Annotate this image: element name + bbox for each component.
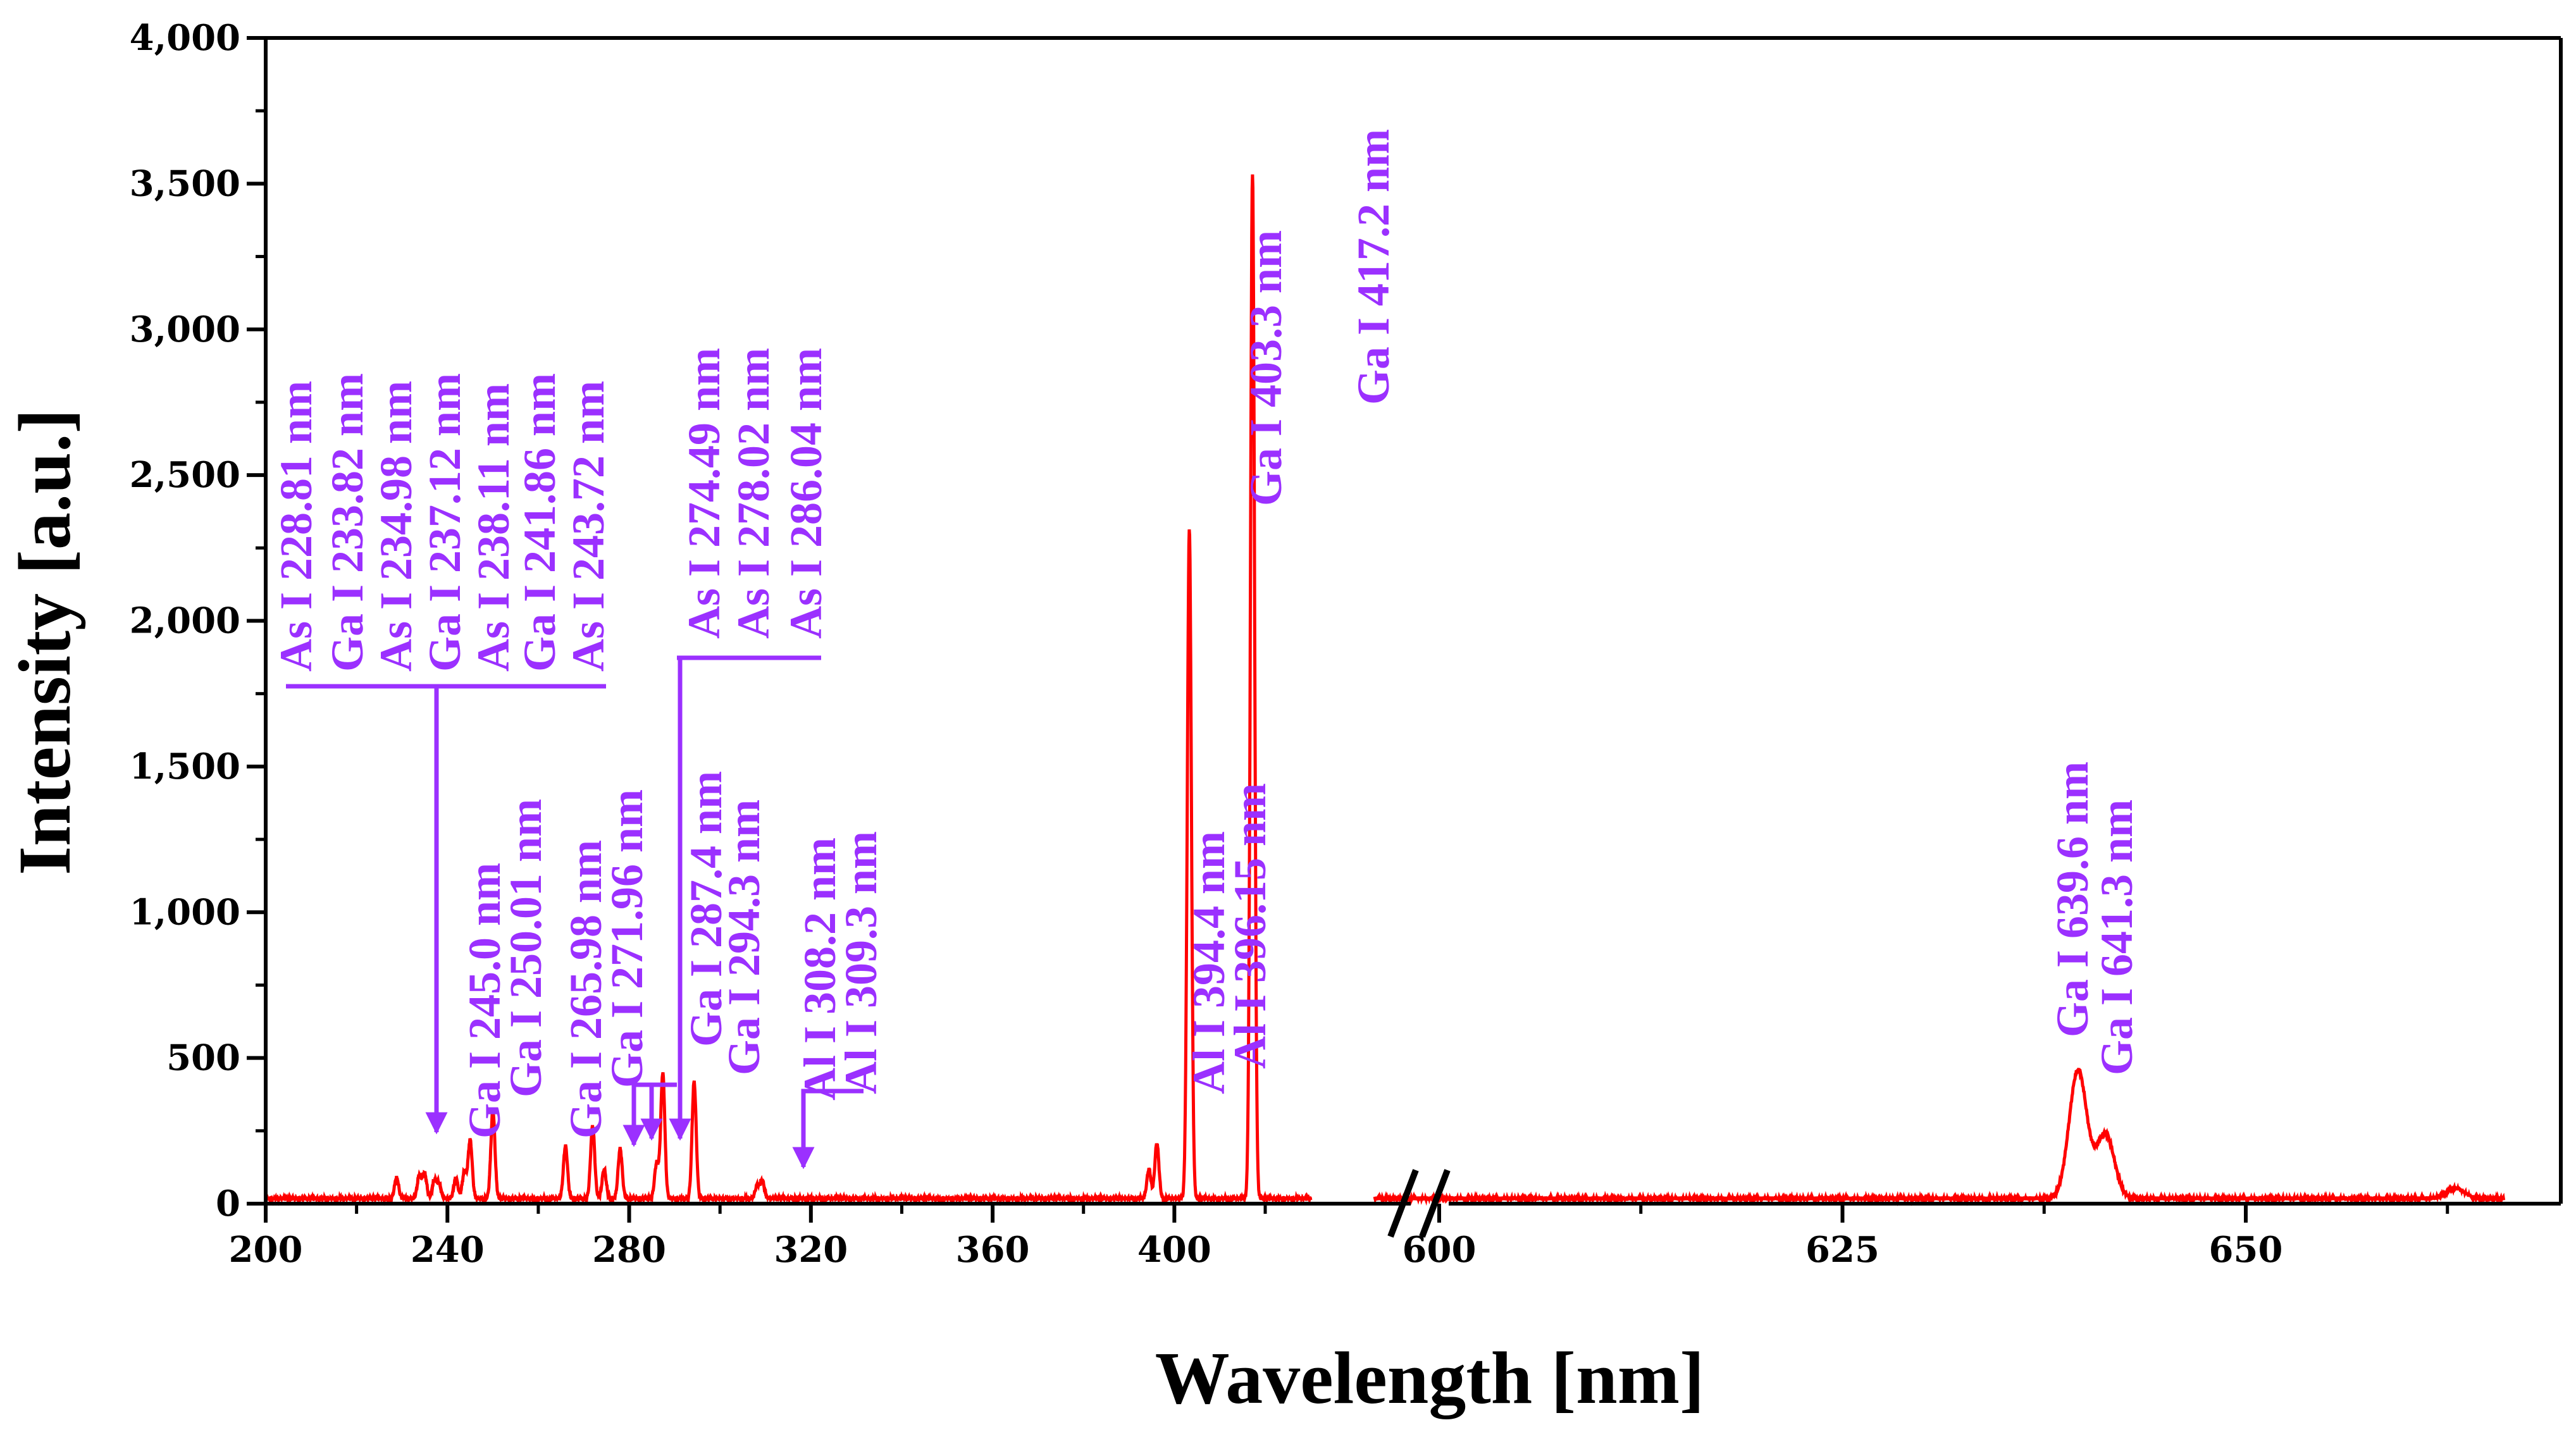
spectrum-line-segment-1 <box>264 174 1313 1207</box>
annotation-label: Ga I 241.86 nm <box>514 373 565 672</box>
x-tick-label: 360 <box>956 1229 1030 1271</box>
y-tick-label: 0 <box>216 1183 240 1225</box>
x-tick-label: 625 <box>1805 1229 1879 1271</box>
x-tick-label: 600 <box>1403 1229 1477 1271</box>
y-tick-label: 1,500 <box>130 746 240 787</box>
y-tick-label: 2,500 <box>130 454 240 496</box>
annotation-label: Ga I 271.96 nm <box>602 789 652 1088</box>
axis-break-mark <box>1387 1169 1419 1238</box>
annotation-label: Ga I 237.12 nm <box>419 373 470 672</box>
y-axis-title: Intensity [a.u.] <box>3 409 86 875</box>
annotation-label: As I 274.49 nm <box>679 348 729 639</box>
y-tick-label: 500 <box>166 1037 240 1079</box>
annotation-label: Ga I 287.4 nm <box>681 771 731 1047</box>
annotation-label: Ga I 265.98 nm <box>560 840 611 1139</box>
annotation-label: As I 238.11 nm <box>468 383 519 672</box>
y-tick-label: 4,000 <box>130 17 240 59</box>
y-tick-label: 1,000 <box>130 891 240 933</box>
y-tick-label: 2,000 <box>130 600 240 642</box>
x-tick-label: 650 <box>2209 1229 2283 1271</box>
x-tick-label: 320 <box>774 1229 848 1271</box>
axes: 0 500 1,000 1,500 2,000 2,500 3,000 3,500 4,000 2… <box>130 17 2563 1271</box>
axis-break-mark <box>1419 1169 1451 1238</box>
annotation-label: Ga I 294.3 nm <box>719 799 769 1075</box>
annotation-bracket <box>801 1089 864 1161</box>
x-tick-label: 240 <box>411 1229 485 1271</box>
annotation-label: Ga I 233.82 nm <box>322 373 373 672</box>
traces <box>264 174 2506 1207</box>
annotation-bracket <box>631 1082 677 1139</box>
x-tick-label: 280 <box>592 1229 666 1271</box>
annotation-label: As I 278.02 nm <box>728 348 779 639</box>
y-tick-label: 3,000 <box>130 309 240 350</box>
annotation-label: As I 243.72 nm <box>563 381 614 672</box>
annotation-label: Ga I 245.0 nm <box>459 863 510 1139</box>
annotation-label: As I 234.98 nm <box>371 381 421 672</box>
annotation-label: Ga I 250.01 nm <box>500 799 551 1097</box>
annotation-label: Al I 309.3 nm <box>836 831 886 1094</box>
annotation-label: As I 228.81 nm <box>271 381 321 672</box>
y-tick-label: 3,500 <box>130 163 240 204</box>
annotation-label: Ga I 417.2 nm <box>1348 129 1399 405</box>
x-tick-label: 400 <box>1137 1229 1211 1271</box>
annotation-label: Al I 394.4 nm <box>1184 831 1234 1094</box>
x-tick-label: 200 <box>229 1229 303 1271</box>
annotation-label: Ga I 639.6 nm <box>2047 762 2098 1037</box>
annotation-label: Ga I 403.3 nm <box>1241 230 1291 506</box>
annotation-label: As I 286.04 nm <box>781 348 831 639</box>
annotation-label: Al I 308.2 nm <box>795 837 845 1101</box>
annotation-label: Al I 396.15 nm <box>1225 783 1275 1069</box>
spectrum-line-segment-2 <box>1373 1068 2506 1207</box>
annotation-label: Ga I 641.3 nm <box>2091 799 2142 1075</box>
x-axis-title: Wavelength [nm] <box>1155 1336 1705 1419</box>
